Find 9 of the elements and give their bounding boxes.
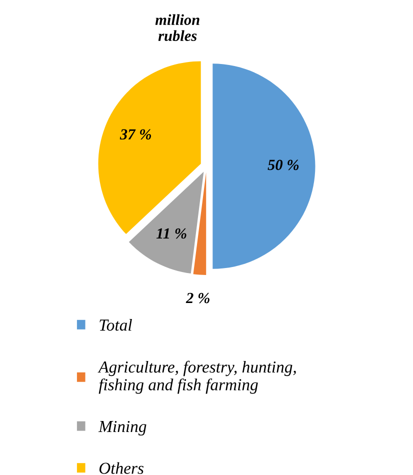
data-label: 37 % [120, 129, 152, 140]
data-label: 2 % [186, 292, 210, 304]
legend-label: Agriculture, forestry, hunting, fishing and fish farming [98, 360, 296, 394]
data-label: 11 % [156, 228, 186, 239]
legend-label: Total [100, 319, 132, 331]
data-label: 50 % [268, 160, 299, 170]
legend-label: Others [99, 462, 144, 474]
chart-title: million rubles [155, 14, 200, 42]
legend-label: Mining [98, 420, 146, 436]
